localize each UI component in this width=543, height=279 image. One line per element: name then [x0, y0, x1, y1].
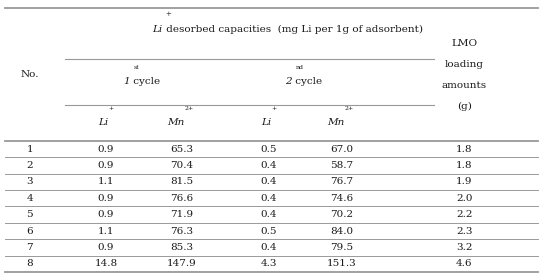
Text: 14.8: 14.8	[94, 259, 117, 268]
Text: +: +	[166, 10, 172, 18]
Text: 0.9: 0.9	[98, 243, 114, 252]
Text: 2.3: 2.3	[456, 227, 472, 235]
Text: 8: 8	[27, 259, 33, 268]
Text: 1.8: 1.8	[456, 145, 472, 154]
Text: 0.5: 0.5	[261, 145, 277, 154]
Text: 2.0: 2.0	[456, 194, 472, 203]
Text: 151.3: 151.3	[327, 259, 357, 268]
Text: 74.6: 74.6	[331, 194, 353, 203]
Text: 0.9: 0.9	[98, 194, 114, 203]
Text: desorbed capacities  (mg Li per 1g of adsorbent): desorbed capacities (mg Li per 1g of ads…	[163, 25, 423, 34]
Text: cycle: cycle	[130, 77, 160, 86]
Text: 76.3: 76.3	[171, 227, 193, 235]
Text: 3.2: 3.2	[456, 243, 472, 252]
Text: st: st	[134, 65, 140, 70]
Text: 1: 1	[124, 77, 130, 86]
Text: 70.4: 70.4	[171, 161, 193, 170]
Text: Li: Li	[261, 118, 272, 127]
Text: 2+: 2+	[185, 106, 194, 111]
Text: Mn: Mn	[327, 118, 345, 127]
Text: 81.5: 81.5	[171, 177, 193, 186]
Text: 3: 3	[27, 177, 33, 186]
Text: 1.1: 1.1	[98, 227, 114, 235]
Text: Li: Li	[153, 25, 163, 34]
Text: 4.6: 4.6	[456, 259, 472, 268]
Text: 147.9: 147.9	[167, 259, 197, 268]
Text: 1: 1	[27, 145, 33, 154]
Text: 0.4: 0.4	[261, 194, 277, 203]
Text: 0.4: 0.4	[261, 243, 277, 252]
Text: loading: loading	[445, 60, 484, 69]
Text: Mn: Mn	[167, 118, 185, 127]
Text: 6: 6	[27, 227, 33, 235]
Text: (g): (g)	[457, 102, 472, 110]
Text: 85.3: 85.3	[171, 243, 193, 252]
Text: 70.2: 70.2	[331, 210, 353, 219]
Text: nd: nd	[295, 65, 304, 70]
Text: No.: No.	[21, 70, 39, 79]
Text: Li: Li	[98, 118, 109, 127]
Text: 0.4: 0.4	[261, 161, 277, 170]
Text: 58.7: 58.7	[331, 161, 353, 170]
Text: 1.9: 1.9	[456, 177, 472, 186]
Text: 67.0: 67.0	[331, 145, 353, 154]
Text: 79.5: 79.5	[331, 243, 353, 252]
Text: 65.3: 65.3	[171, 145, 193, 154]
Text: 1.1: 1.1	[98, 177, 114, 186]
Text: +: +	[272, 106, 277, 111]
Text: 76.7: 76.7	[331, 177, 353, 186]
Text: 0.4: 0.4	[261, 177, 277, 186]
Text: 84.0: 84.0	[331, 227, 353, 235]
Text: LMO: LMO	[451, 39, 477, 48]
Text: 4.3: 4.3	[261, 259, 277, 268]
Text: 2.2: 2.2	[456, 210, 472, 219]
Text: 2: 2	[285, 77, 292, 86]
Text: +: +	[109, 106, 114, 111]
Text: 1.8: 1.8	[456, 161, 472, 170]
Text: 0.9: 0.9	[98, 161, 114, 170]
Text: cycle: cycle	[292, 77, 322, 86]
Text: amounts: amounts	[441, 81, 487, 90]
Text: 0.9: 0.9	[98, 145, 114, 154]
Text: 5: 5	[27, 210, 33, 219]
Text: 7: 7	[27, 243, 33, 252]
Text: 76.6: 76.6	[171, 194, 193, 203]
Text: 0.9: 0.9	[98, 210, 114, 219]
Text: 0.5: 0.5	[261, 227, 277, 235]
Text: 4: 4	[27, 194, 33, 203]
Text: 71.9: 71.9	[171, 210, 193, 219]
Text: 0.4: 0.4	[261, 210, 277, 219]
Text: 2+: 2+	[345, 106, 354, 111]
Text: 2: 2	[27, 161, 33, 170]
